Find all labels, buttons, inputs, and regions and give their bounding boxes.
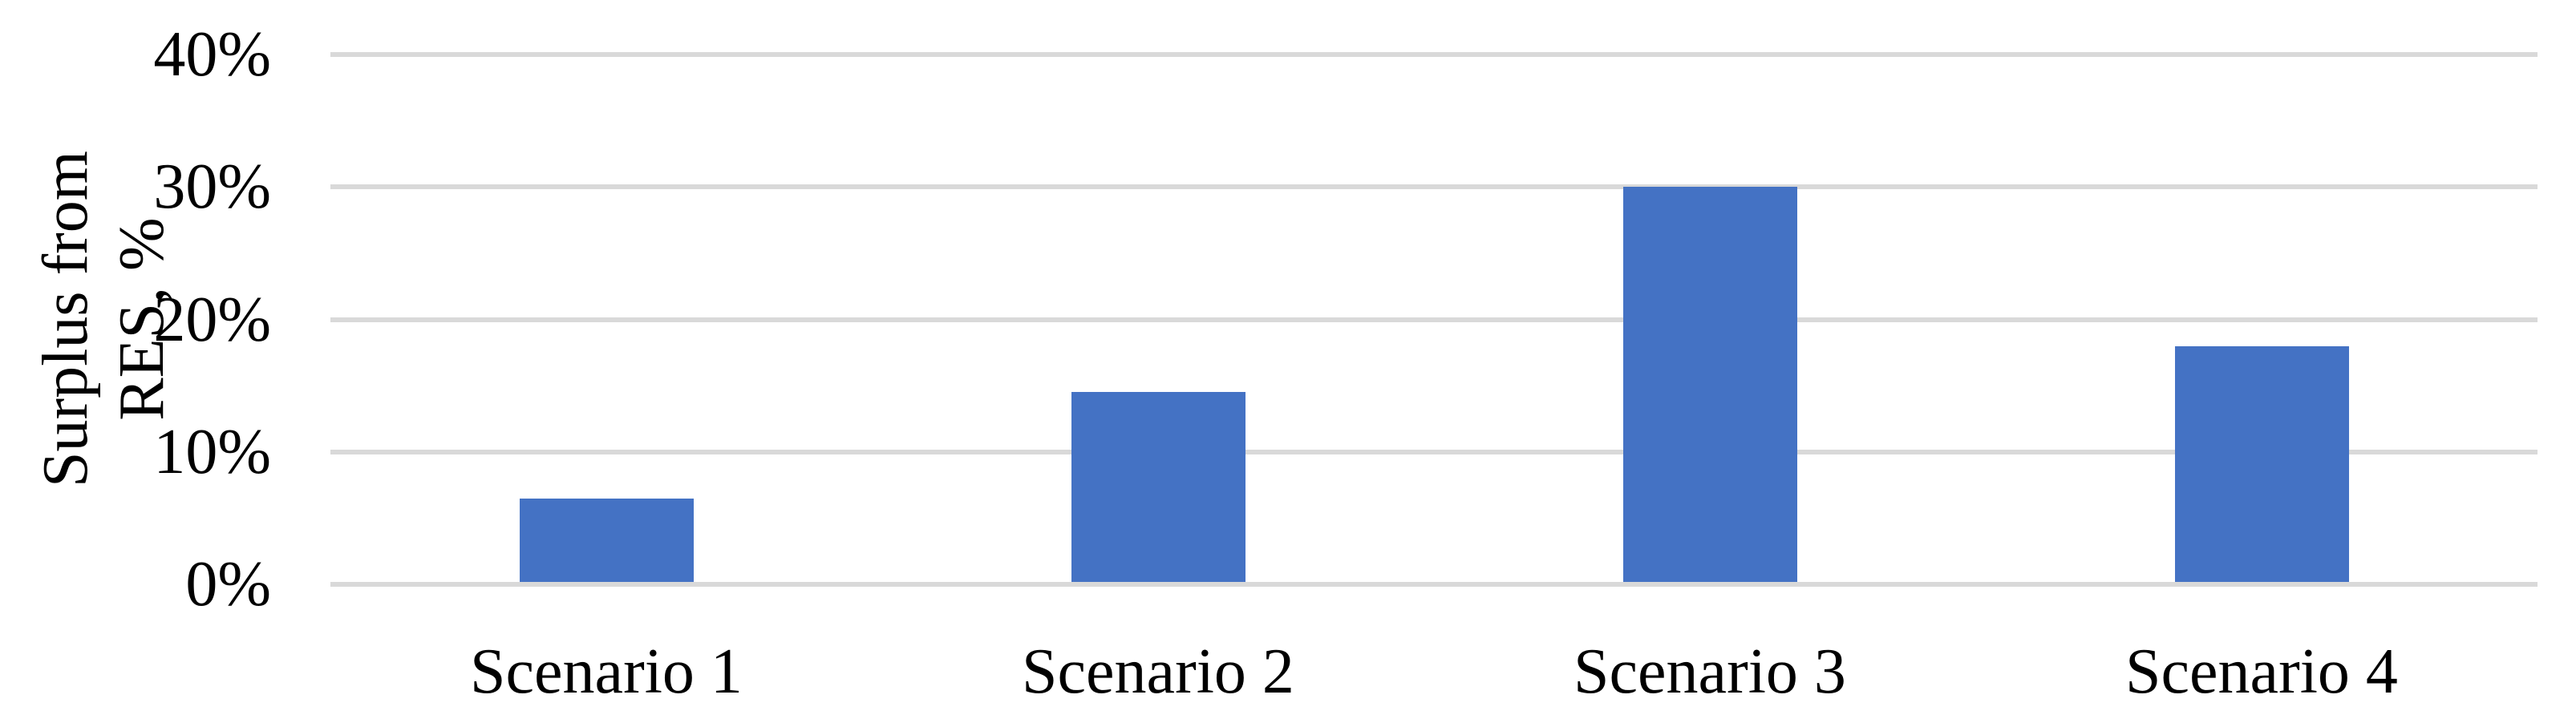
x-tick-label-scenario-4: Scenario 4 — [2125, 636, 2398, 707]
y-tick-label-40%: 40% — [153, 19, 271, 90]
bar-scenario-3 — [1622, 187, 1797, 582]
gridline-0% — [330, 582, 2538, 587]
y-tick-label-30%: 30% — [153, 151, 271, 223]
x-tick-label-scenario-2: Scenario 2 — [1022, 636, 1294, 707]
gridline-10% — [330, 449, 2538, 454]
x-tick-label-scenario-3: Scenario 3 — [1574, 636, 1846, 707]
bar-scenario-4 — [2174, 345, 2349, 582]
y-tick-label-20%: 20% — [153, 284, 271, 355]
gridline-30% — [330, 184, 2538, 190]
gridline-40% — [330, 52, 2538, 57]
bar-scenario-2 — [1071, 392, 1245, 582]
y-tick-label-10%: 10% — [153, 416, 271, 487]
bar-scenario-1 — [519, 498, 694, 582]
y-tick-label-0%: 0% — [185, 549, 271, 620]
gridline-20% — [330, 317, 2538, 322]
x-tick-label-scenario-1: Scenario 1 — [470, 636, 743, 707]
